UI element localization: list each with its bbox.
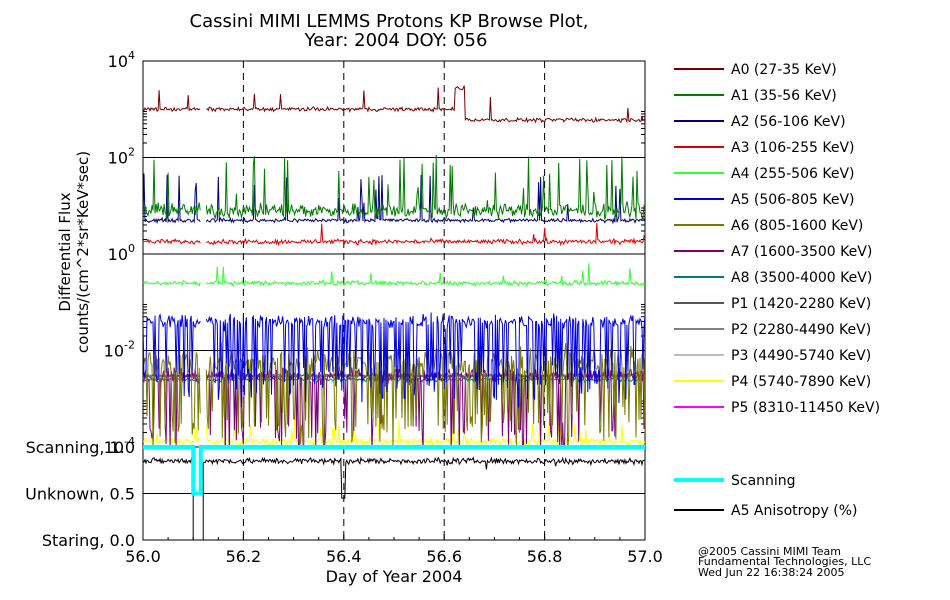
legend-label: A7 (1600-3500 KeV) [731,244,872,260]
y-tick-label: 102 [108,146,135,168]
y-axis-label-line2: counts/(cm^2*sr*KeV*sec) [74,151,92,353]
lower-y-tick-label: Staring, 0.0 [42,531,135,550]
series-line [143,342,645,447]
legend-label: A2 (56-106 KeV) [731,114,846,130]
scanning-line [143,445,645,496]
legend-label: P1 (1420-2280 KeV) [731,296,871,312]
x-tick-label: 56.0 [125,547,161,566]
y-tick-label: 104 [108,49,135,71]
legend-label: P5 (8310-11450 KeV) [731,400,880,416]
series-line [143,85,645,124]
x-tick-label: 56.8 [527,547,563,566]
anisotropy-panel: 56.0 56.2 56.4 56.6 56.8 57.0 Scanning, 1.0 Unk… [25,438,663,566]
legend-label: P4 (5740-7890 KeV) [731,374,871,390]
x-tick-label: 56.4 [326,547,362,566]
legend-label: P3 (4490-5740 KeV) [731,348,871,364]
y-tick-label: 100 [108,242,135,264]
credit-line-3: Wed Jun 22 16:38:24 2005 [698,566,845,579]
x-tick-label: 57.0 [627,547,663,566]
legend-label: A1 (35-56 KeV) [731,88,837,104]
series-line [143,173,645,225]
series-line [143,312,645,408]
legend-label: P2 (2280-4490 KeV) [731,322,871,338]
legend-label: A6 (805-1600 KeV) [731,218,863,234]
series-line [143,416,645,447]
anisotropy-line [143,456,645,540]
chart-title-line1: Cassini MIMI LEMMS Protons KP Browse Plo… [190,11,589,32]
legend-label: A8 (3500-4000 KeV) [731,270,872,286]
credit-line-2: Fundamental Technologies, LLC [698,555,871,568]
flux-panel: 104 102 100 10-2 10-4 [104,49,646,457]
legend-label: A4 (255-506 KeV) [731,166,854,182]
lower-y-tick-label: Unknown, 0.5 [25,485,135,504]
legend-label: A5 (506-805 KeV) [731,192,854,208]
legend-label: Scanning [731,473,796,489]
legend-label: A0 (27-35 KeV) [731,62,837,78]
y-tick-label: 10-4 [104,435,135,457]
credit-line-1: @2005 Cassini MIMI Team [698,545,841,558]
legend-label: A3 (106-255 KeV) [731,140,854,156]
series-line [143,263,645,288]
series-line [143,222,645,247]
x-tick-label: 56.2 [226,547,262,566]
y-tick-label: 10-2 [104,339,135,361]
x-axis-label: Day of Year 2004 [326,567,463,586]
series-line [143,154,645,220]
x-tick-label: 56.6 [426,547,462,566]
y-axis-label-line1: Differential Flux [56,192,74,311]
legend: A0 (27-35 KeV) A1 (35-56 KeV) A2 (56-106 K… [674,62,880,519]
chart-title-line2: Year: 2004 DOY: 056 [304,30,488,51]
legend-label: A5 Anisotropy (%) [731,503,858,519]
lower-y-tick-label: Scanning, 1.0 [26,438,135,457]
